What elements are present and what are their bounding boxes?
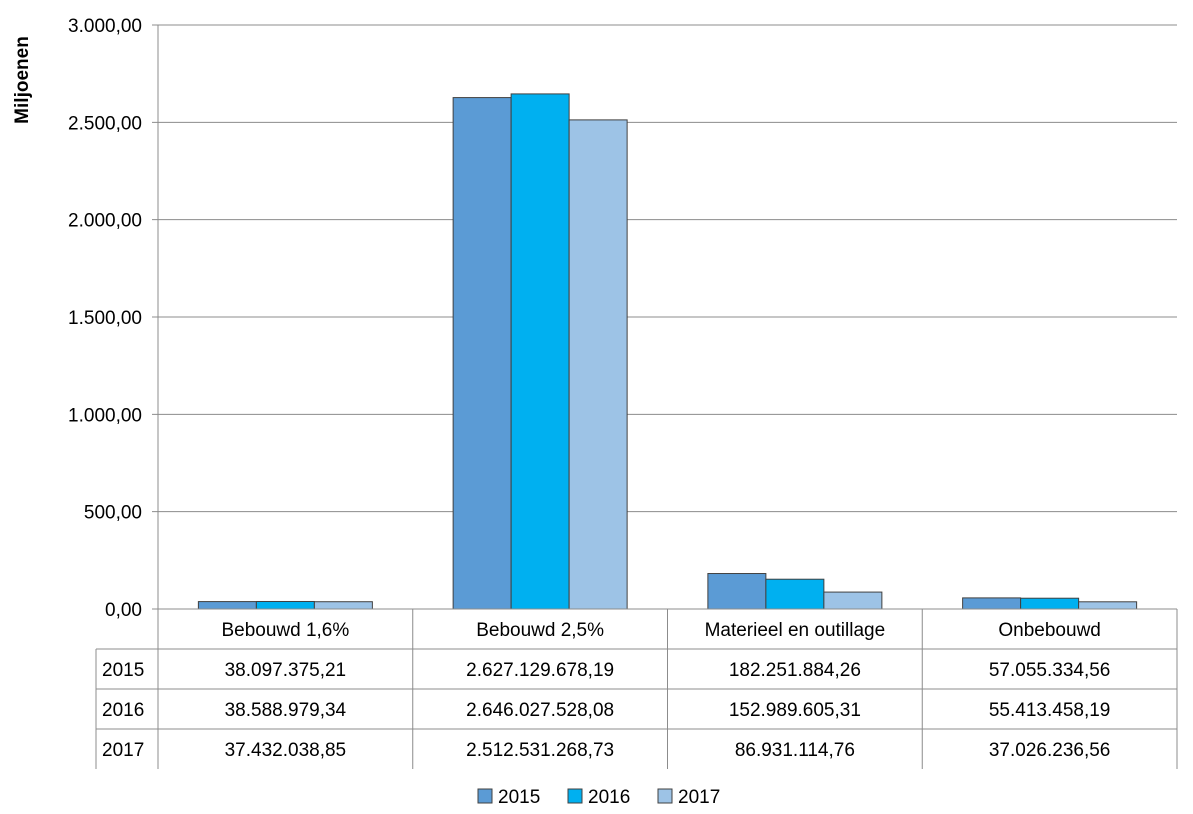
table-cell: 57.055.334,56 — [989, 660, 1111, 681]
bar-2017-1 — [313, 601, 373, 610]
bar-2015-3 — [707, 573, 767, 610]
category-label: Bebouwd 2,5% — [476, 620, 604, 641]
y-tick-label: 2.000,00 — [68, 211, 142, 232]
category-label: Materieel en outillage — [705, 620, 886, 641]
table-row-label: 2016 — [102, 700, 144, 721]
legend-swatch — [477, 788, 493, 804]
gridlines — [152, 24, 1177, 610]
y-tick-label: 3.000,00 — [68, 16, 142, 37]
y-axis-tick-labels: 0,00 500,00 1.000,00 1.500,00 2.000,00 2.500,… — [68, 16, 142, 621]
legend-label: 2016 — [588, 787, 630, 808]
table-cell: 2.512.531.268,73 — [466, 740, 614, 761]
legend-label: 2015 — [498, 787, 540, 808]
table-cell: 55.413.458,19 — [989, 700, 1111, 721]
table-cell: 86.931.114,76 — [735, 740, 855, 761]
table-cell: 2.646.027.528,08 — [466, 700, 614, 721]
table-cell: 37.432.038,85 — [225, 740, 347, 761]
bar-2017-4 — [1078, 601, 1138, 610]
y-tick-label: 1.500,00 — [68, 308, 142, 329]
legend-swatch — [657, 788, 673, 804]
bar-2017-2 — [568, 119, 628, 610]
bar-2016-4 — [1020, 597, 1080, 610]
bar-2015-4 — [962, 597, 1022, 610]
data-table: Bebouwd 1,6% Bebouwd 2,5% Materieel en out… — [95, 608, 1178, 769]
bar-2017-3 — [823, 591, 883, 610]
y-tick-label: 0,00 — [105, 600, 142, 621]
y-axis-label: Miljoenen — [12, 36, 33, 124]
legend: 2015 2016 2017 — [477, 787, 720, 808]
category-label: Bebouwd 1,6% — [221, 620, 349, 641]
table-row-label: 2015 — [102, 660, 144, 681]
bar-2016-2 — [510, 93, 570, 610]
table-cell: 152.989.605,31 — [729, 700, 861, 721]
table-cell: 2.627.129.678,19 — [466, 660, 614, 681]
table-cell: 38.588.979,34 — [225, 700, 347, 721]
y-tick-label: 2.500,00 — [68, 113, 142, 134]
category-label: Onbebouwd — [998, 620, 1100, 641]
legend-label: 2017 — [678, 787, 720, 808]
table-cell: 38.097.375,21 — [225, 660, 347, 681]
bars — [197, 93, 1138, 610]
table-row-label: 2017 — [102, 740, 144, 761]
bar-2015-2 — [452, 97, 512, 610]
bar-2016-1 — [255, 600, 315, 610]
bar-2016-3 — [765, 578, 825, 610]
table-cell: 182.251.884,26 — [729, 660, 861, 681]
y-tick-label: 1.000,00 — [68, 405, 142, 426]
bar-2015-1 — [197, 601, 257, 610]
y-tick-label: 500,00 — [84, 503, 142, 524]
table-cell: 37.026.236,56 — [989, 740, 1111, 761]
legend-swatch — [567, 788, 583, 804]
